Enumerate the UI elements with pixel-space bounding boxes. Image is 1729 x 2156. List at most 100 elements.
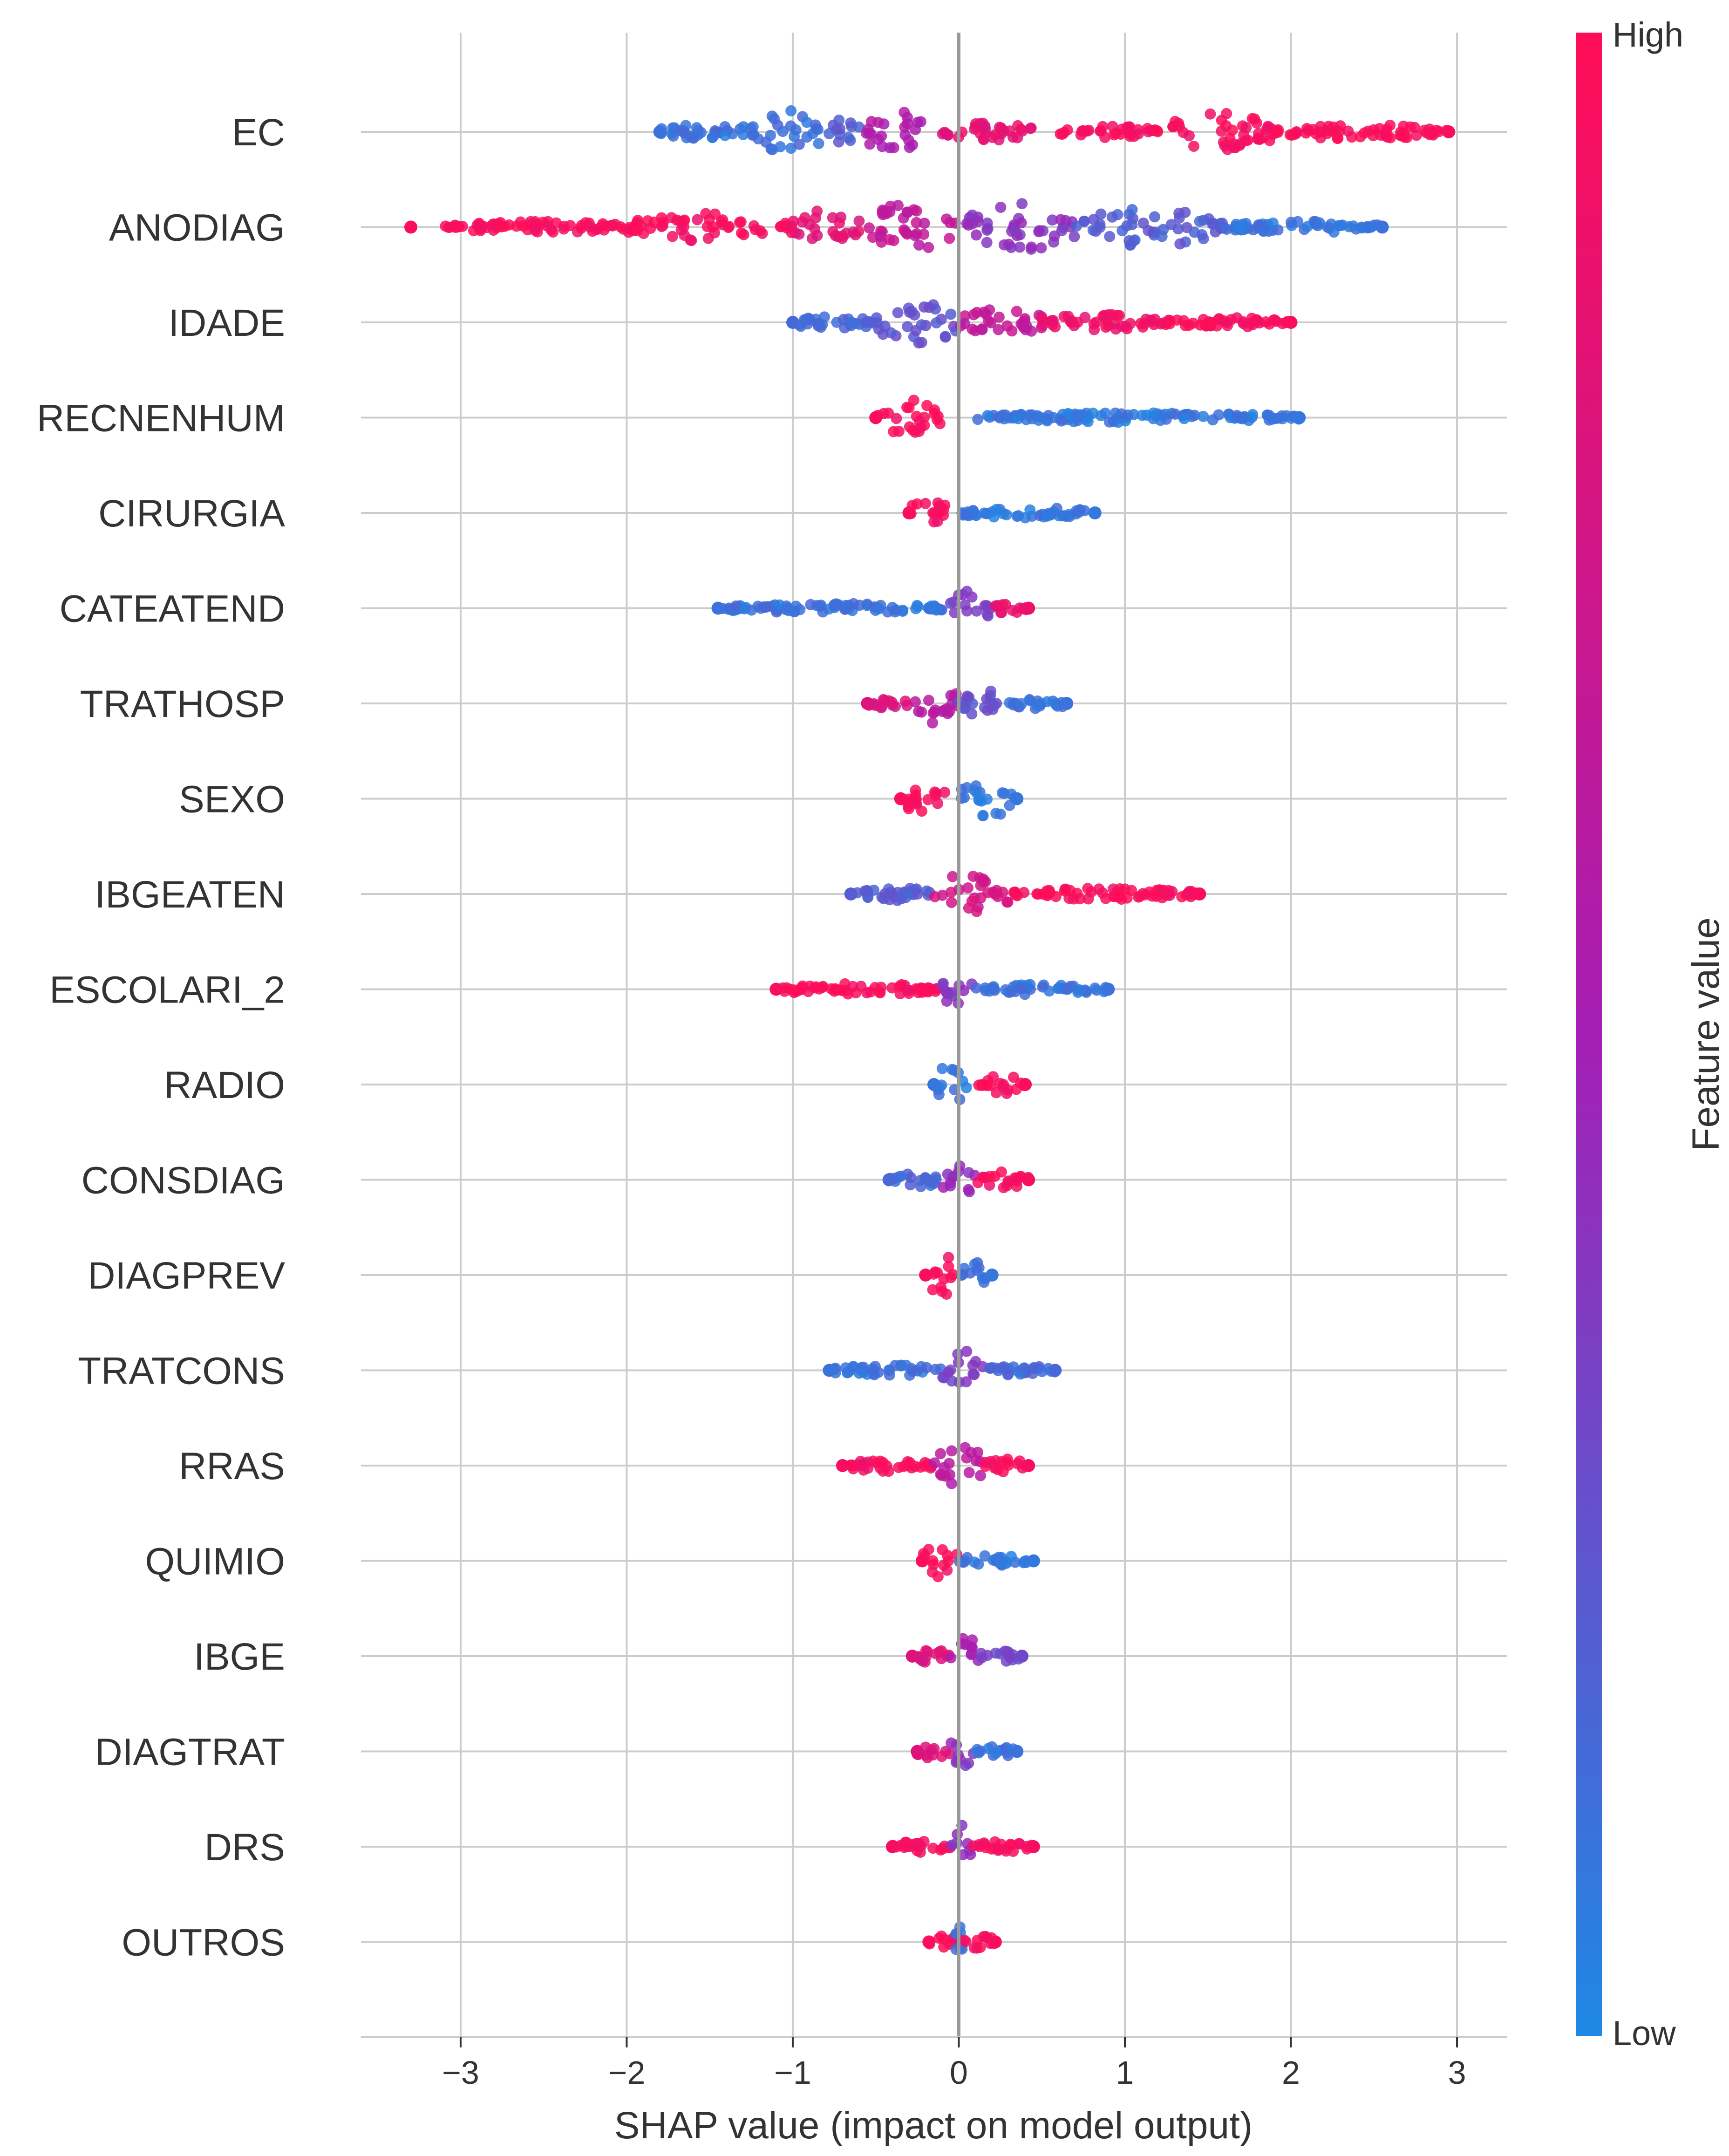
- shap-point: [944, 217, 956, 228]
- feature-swarm: [919, 1252, 999, 1300]
- feature-label: ESCOLARI_2: [49, 969, 285, 1011]
- shap-point: [927, 717, 938, 729]
- shap-point: [1207, 217, 1218, 229]
- shap-point: [874, 231, 886, 242]
- shap-point: [991, 698, 1002, 709]
- shap-point: [923, 242, 934, 253]
- shap-point: [1286, 130, 1298, 141]
- shap-point: [1173, 212, 1185, 224]
- shap-point: [961, 690, 973, 702]
- colorbar-gradient: [1576, 33, 1602, 2036]
- shap-point: [1113, 891, 1124, 902]
- shap-point: [1007, 605, 1018, 616]
- shap-point: [918, 228, 930, 240]
- feature-swarm: [902, 497, 1102, 528]
- shap-point: [981, 237, 993, 248]
- shap-point: [981, 217, 993, 229]
- feature-swarm: [882, 1160, 1035, 1197]
- shap-point: [775, 141, 786, 152]
- shap-point: [1007, 1361, 1019, 1373]
- shap-point: [912, 888, 923, 900]
- shap-point: [961, 1345, 973, 1357]
- feature-swarm: [836, 1442, 1035, 1489]
- shap-point: [970, 982, 982, 994]
- shap-point: [1315, 132, 1327, 143]
- shap-point: [1074, 984, 1085, 996]
- shap-point: [836, 1459, 849, 1472]
- shap-point: [987, 132, 998, 143]
- shap-point: [802, 318, 813, 330]
- shap-point: [1005, 1651, 1016, 1663]
- shap-point: [933, 1089, 945, 1100]
- shap-point: [1148, 407, 1159, 419]
- shap-point: [927, 1555, 939, 1567]
- shap-point: [667, 231, 678, 242]
- shap-point: [1398, 120, 1409, 132]
- shap-point: [921, 885, 933, 897]
- shap-point: [915, 116, 926, 128]
- shap-point: [1284, 316, 1298, 329]
- shap-point: [1253, 133, 1264, 145]
- shap-point: [1108, 129, 1120, 141]
- shap-point: [911, 217, 922, 228]
- shap-point: [1442, 125, 1456, 138]
- shap-point: [1307, 124, 1319, 136]
- shap-point: [930, 787, 942, 799]
- shap-point: [1082, 883, 1094, 894]
- colorbar: High Low Feature value: [1576, 15, 1727, 2053]
- x-tick-label: −2: [608, 2054, 646, 2091]
- shap-point: [1149, 211, 1160, 223]
- shap-point: [499, 220, 511, 232]
- shap-point: [1090, 316, 1102, 328]
- feature-swarm: [653, 105, 1456, 156]
- shap-point: [1001, 896, 1013, 908]
- x-tick-label: −3: [442, 2054, 479, 2091]
- shap-point: [862, 886, 873, 897]
- shap-point: [848, 1361, 859, 1372]
- shap-point: [942, 708, 953, 719]
- shap-point: [935, 1844, 946, 1856]
- feature-label: RADIO: [164, 1064, 285, 1106]
- shap-point: [675, 224, 687, 236]
- shap-point: [861, 697, 874, 710]
- shap-point: [844, 135, 856, 146]
- shap-point: [488, 225, 499, 236]
- shap-point: [963, 1467, 975, 1478]
- shap-point: [1036, 1366, 1048, 1377]
- shap-point: [1188, 141, 1199, 152]
- shap-point: [1034, 510, 1045, 521]
- shap-point: [973, 1558, 984, 1570]
- shap-point: [1025, 123, 1036, 134]
- colorbar-title: Feature value: [1685, 917, 1727, 1151]
- shap-point: [928, 408, 940, 419]
- shap-point: [868, 1368, 880, 1379]
- shap-point: [990, 808, 1002, 819]
- shap-point: [1049, 321, 1061, 333]
- shap-point: [924, 1176, 936, 1187]
- shap-point: [735, 216, 747, 228]
- shap-point: [1348, 220, 1359, 232]
- shap-point: [584, 218, 595, 229]
- shap-point: [1027, 1554, 1040, 1568]
- shap-point: [711, 601, 725, 615]
- shap-point: [899, 696, 911, 707]
- shap-point: [1037, 320, 1048, 331]
- x-tick-label: −1: [774, 2054, 811, 2091]
- shap-point: [951, 1837, 963, 1849]
- shap-point: [709, 208, 721, 220]
- shap-point: [765, 130, 776, 141]
- shap-point: [1121, 220, 1133, 232]
- shap-point: [1156, 231, 1168, 242]
- shap-point: [1059, 885, 1070, 897]
- shap-point: [1089, 982, 1101, 994]
- shap-point: [984, 1180, 995, 1191]
- shap-point: [976, 324, 988, 335]
- shap-point: [916, 805, 927, 817]
- shap-point: [795, 982, 807, 994]
- shap-point: [803, 218, 815, 230]
- shap-point: [945, 308, 957, 320]
- shap-point: [1126, 204, 1138, 215]
- shap-point: [1055, 214, 1067, 225]
- shap-point: [1270, 127, 1281, 138]
- shap-point: [1102, 982, 1115, 996]
